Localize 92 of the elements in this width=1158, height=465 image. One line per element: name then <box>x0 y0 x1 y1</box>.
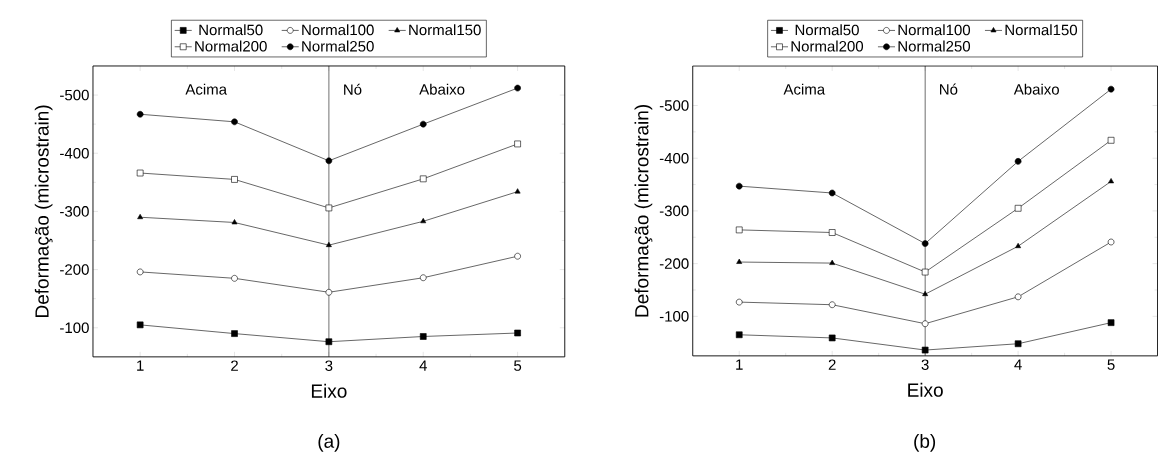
x-tick-label: 2 <box>828 359 836 370</box>
y-tick-label: -100 <box>60 322 89 334</box>
x-tick-label: 5 <box>1107 359 1115 370</box>
point <box>136 321 144 329</box>
point <box>828 189 836 197</box>
point <box>1107 238 1115 246</box>
point <box>921 268 929 276</box>
y-tick-label: -200 <box>659 258 689 270</box>
y-axis-title: Deformação (microstrain) <box>34 105 53 318</box>
point <box>1014 293 1022 301</box>
point <box>828 229 836 236</box>
point <box>325 338 333 346</box>
legend-label: Normal100 <box>898 24 971 36</box>
point <box>419 274 427 282</box>
y-tick-label: -200 <box>60 264 89 275</box>
point <box>136 268 144 276</box>
annotation: Acima <box>783 83 826 95</box>
point <box>514 140 521 148</box>
point <box>514 253 521 260</box>
point <box>921 320 929 328</box>
x-tick-label: 3 <box>325 360 333 372</box>
point <box>829 259 836 265</box>
annotation: Nó <box>344 83 362 95</box>
point <box>419 333 427 340</box>
point <box>828 301 836 309</box>
x-tick-label: 1 <box>137 360 144 371</box>
y-tick-label: -400 <box>659 152 689 164</box>
point <box>921 346 929 354</box>
legend-label: Normal100 <box>302 24 374 36</box>
y-tick-label: -400 <box>60 148 89 159</box>
annotation: Abaixo <box>1013 83 1059 95</box>
y-tick-label: -300 <box>60 206 89 217</box>
x-axis-title: Eixo <box>908 382 943 397</box>
x-tick-label: 3 <box>921 359 929 371</box>
x-tick-label: 5 <box>514 360 522 371</box>
point <box>514 329 521 337</box>
y-axis-title: Deformação (microstrain) <box>634 105 653 317</box>
annotation: Abaixo <box>419 83 465 95</box>
point <box>1107 137 1115 144</box>
point <box>921 240 929 247</box>
point <box>136 111 144 118</box>
y-tick-label: -300 <box>659 205 689 217</box>
text: (b) <box>914 434 936 452</box>
legend-label: Normal50 <box>795 24 859 36</box>
point <box>735 331 743 339</box>
legend-label: Normal150 <box>409 24 481 36</box>
point <box>231 176 238 183</box>
point <box>137 214 144 220</box>
point <box>325 241 332 248</box>
text: (a) <box>318 434 340 452</box>
point <box>325 157 333 165</box>
x-axis-title: Eixo <box>311 383 347 398</box>
y-tick-label: -100 <box>659 311 689 322</box>
y-tick-label: -500 <box>60 89 89 101</box>
legend-label: Normal50 <box>199 24 263 36</box>
x-tick-label: 1 <box>736 359 743 370</box>
point <box>735 182 743 190</box>
legend-label: Normal150 <box>1005 24 1078 36</box>
point <box>1014 205 1022 212</box>
point <box>514 84 521 92</box>
point <box>1107 85 1115 93</box>
point <box>231 275 238 282</box>
point <box>231 219 238 225</box>
x-tick-label: 4 <box>419 360 427 371</box>
point <box>1014 340 1022 348</box>
point <box>514 188 521 194</box>
point <box>420 218 427 224</box>
point <box>735 298 743 306</box>
point <box>736 258 743 264</box>
y-tick-label: -500 <box>659 100 689 111</box>
point <box>136 169 144 177</box>
x-tick-label: 2 <box>231 360 238 371</box>
legend-label: Normal200 <box>791 40 864 52</box>
point <box>231 330 238 337</box>
point <box>1014 158 1022 165</box>
point <box>325 204 333 212</box>
point <box>1107 319 1115 327</box>
legend-label: Normal200 <box>195 40 267 52</box>
point <box>419 120 427 128</box>
point <box>828 334 836 342</box>
point <box>1015 243 1022 249</box>
x-tick-label: 4 <box>1014 359 1022 370</box>
point <box>735 226 743 234</box>
point <box>922 290 929 297</box>
point <box>325 289 333 296</box>
point <box>1108 178 1114 184</box>
point <box>231 118 238 126</box>
annotation: Nó <box>940 83 958 95</box>
legend-label: Normal250 <box>898 40 971 52</box>
annotation: Acima <box>185 83 228 95</box>
point <box>419 175 427 183</box>
legend-label: Normal250 <box>302 40 374 52</box>
